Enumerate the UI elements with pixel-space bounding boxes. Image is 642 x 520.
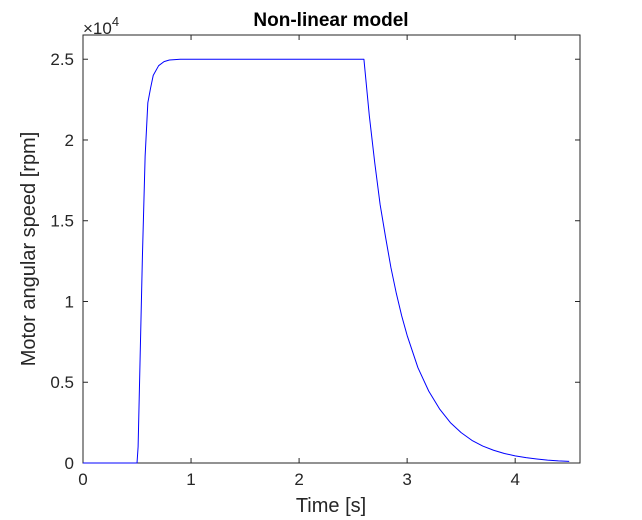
y-tick-label: 0.5: [50, 373, 74, 392]
y-tick-label: 2: [65, 131, 74, 150]
y-tick-label: 2.5: [50, 50, 74, 69]
x-tick-label: 2: [294, 470, 303, 489]
series-group: [83, 58, 570, 464]
x-tick-label: 0: [78, 470, 87, 489]
y-axis-label: Motor angular speed [rpm]: [18, 132, 40, 367]
x-tick-label: 1: [186, 470, 195, 489]
plot-area: [82, 34, 581, 464]
y-tick-label: 1.5: [50, 212, 74, 231]
y-tick-label: 0: [65, 454, 74, 473]
x-tick-label: 3: [402, 470, 411, 489]
y-tick-label: 1: [65, 292, 74, 311]
y-multiplier-base: ×10: [83, 19, 112, 38]
y-multiplier-exponent: 4: [112, 14, 119, 29]
x-tick-label: 4: [510, 470, 519, 489]
series-line: [83, 58, 570, 464]
axis-ticks: 0 1 2 3 4 0 0.5 1 1.5 2 2.5: [50, 35, 580, 489]
y-multiplier-label: ×104: [83, 14, 119, 38]
chart-title: Non-linear model: [253, 10, 408, 31]
x-axis-label: Time [s]: [296, 495, 366, 517]
